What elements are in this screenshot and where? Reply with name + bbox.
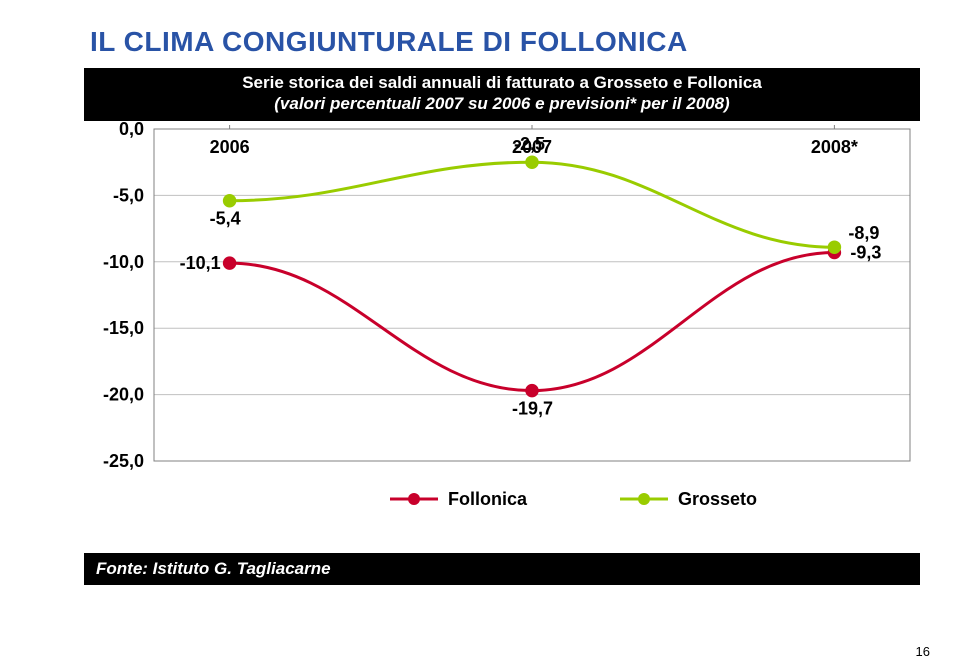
source-text: Fonte: Istituto G. Tagliacarne: [96, 559, 331, 578]
series-marker: [224, 194, 236, 206]
data-label: -9,3: [850, 242, 881, 262]
data-label: -5,4: [210, 208, 241, 228]
chart-container: 0,0-5,0-10,0-15,0-20,0-25,0200620072008*…: [84, 121, 920, 551]
source-block: Fonte: Istituto G. Tagliacarne: [84, 553, 920, 585]
x-tick-label: 2008*: [811, 137, 858, 157]
data-label: -10,1: [180, 253, 221, 273]
series-marker: [526, 156, 538, 168]
data-label: -19,7: [512, 398, 553, 418]
x-tick-label: 2006: [210, 137, 250, 157]
y-tick-label: -15,0: [103, 318, 144, 338]
data-label: -8,9: [848, 223, 879, 243]
page-number: 16: [916, 644, 930, 659]
legend-marker: [408, 493, 420, 505]
series-marker: [224, 257, 236, 269]
y-tick-label: -5,0: [113, 185, 144, 205]
series-marker: [526, 384, 538, 396]
y-tick-label: -25,0: [103, 451, 144, 471]
subtitle-line2: (valori percentuali 2007 su 2006 e previ…: [92, 93, 912, 114]
legend-marker: [638, 493, 650, 505]
y-tick-label: -20,0: [103, 384, 144, 404]
page-title: IL CLIMA CONGIUNTURALE DI FOLLONICA: [0, 0, 960, 58]
data-label: -2,5: [514, 134, 545, 154]
legend-label: Grosseto: [678, 489, 757, 509]
series-marker: [828, 241, 840, 253]
legend-label: Follonica: [448, 489, 528, 509]
y-tick-label: -10,0: [103, 251, 144, 271]
subtitle-block: Serie storica dei saldi annuali di fattu…: [84, 68, 920, 121]
subtitle-line1: Serie storica dei saldi annuali di fattu…: [92, 72, 912, 93]
y-tick-label: 0,0: [119, 121, 144, 139]
page: IL CLIMA CONGIUNTURALE DI FOLLONICA Seri…: [0, 0, 960, 667]
line-chart: 0,0-5,0-10,0-15,0-20,0-25,0200620072008*…: [84, 121, 920, 551]
